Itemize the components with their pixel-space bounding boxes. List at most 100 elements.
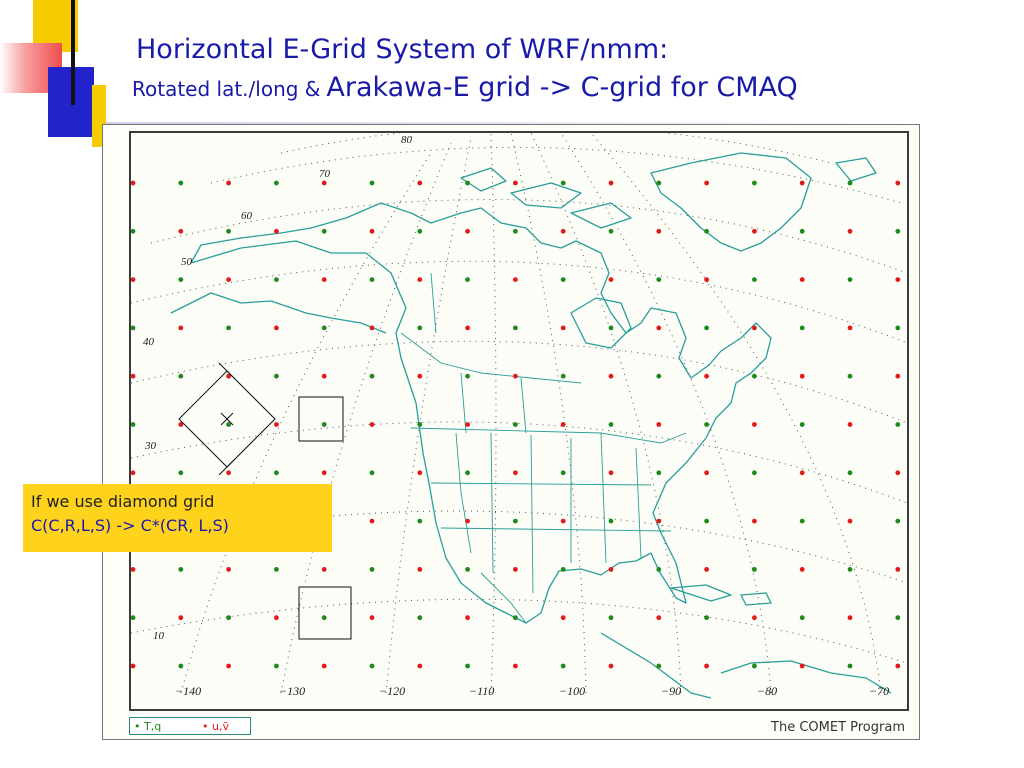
wind-grid-point [608,277,614,282]
mass-grid-point [799,615,805,621]
mass-grid-point [560,277,566,282]
wind-grid-point [131,277,136,282]
mass-grid-point [895,518,901,524]
wind-grid-point [274,422,279,427]
wind-grid-point [799,180,805,186]
mass-grid-point [799,422,805,427]
state-line-1 [455,432,472,554]
wind-grid-point [704,277,709,282]
wind-grid-point [799,277,805,282]
wind-grid-point [321,470,327,476]
wind-grid-point [560,325,566,331]
wind-grid-point [895,567,901,572]
parallel-10 [131,598,907,664]
longitude-label: −140 [175,684,201,698]
wind-grid-point [417,180,423,186]
wind-grid-point [608,663,614,669]
wind-grid-point [847,615,853,621]
wind-grid-point [417,373,423,379]
diamond-tick-top [218,362,236,380]
wind-grid-point [513,470,518,476]
state-line-3 [530,434,534,594]
mass-grid-point [608,228,614,234]
wind-point-marker: • [202,720,209,733]
wind-grid-point [513,180,518,186]
mass-grid-point [656,180,662,186]
title-line-1: Horizontal E-Grid System of WRF/nmm: [136,34,669,65]
north-america-coastline [190,202,772,624]
mass-grid-point [513,228,518,234]
wind-grid-point [656,325,662,331]
wind-grid-point [560,422,566,427]
wind-grid-point [895,180,901,186]
mass-point-label: T,q [144,720,162,733]
alaska-coastline [170,292,387,334]
mass-grid-point [369,567,375,572]
mass-grid-point [178,180,184,186]
wind-grid-point [608,567,614,572]
mass-grid-point [465,277,470,282]
latitude-label: 40 [143,336,155,348]
greenland-coastline [650,152,812,252]
mass-grid-point [131,228,136,234]
mass-grid-point [608,518,614,524]
wind-grid-point [560,518,566,524]
wind-grid-point [656,422,662,427]
grid-map-figure: 8070605040302010 −140−130−120−110−100−90… [102,124,920,740]
mass-grid-point [847,277,853,282]
hudson-bay [570,297,632,349]
title-line-2-large: Arakawa-E grid -> C-grid for CMAQ [326,72,798,103]
mass-grid-point [178,373,184,379]
wind-grid-point [178,325,184,331]
wind-grid-point [704,470,709,476]
mass-grid-point [274,567,279,572]
province-line-2 [460,372,467,434]
mass-grid-point [895,228,901,234]
mass-grid-point [799,518,805,524]
mass-grid-point [656,470,662,476]
territory-line [430,272,437,334]
mass-grid-point [226,228,231,234]
mass-grid-point [417,325,423,331]
mass-grid-point [226,422,231,427]
state-line-7 [600,432,607,564]
wind-grid-point [847,228,853,234]
us-canada-border [410,427,687,444]
wind-grid-point [704,567,709,572]
wind-grid-point [895,373,901,379]
wind-grid-point [321,277,327,282]
parallel-60 [150,199,907,274]
mass-grid-point [608,422,614,427]
map-panel: 8070605040302010 −140−130−120−110−100−90… [129,131,909,711]
wind-grid-point [369,228,375,234]
mass-grid-point [752,277,757,282]
mass-grid-point [513,518,518,524]
mass-grid-point [847,373,853,379]
wind-grid-point [131,663,136,669]
mass-grid-point [560,180,566,186]
wind-grid-point [752,422,757,427]
mass-grid-point [752,663,757,669]
mass-grid-point [274,277,279,282]
meridian-100 [510,133,587,694]
wind-grid-point [417,567,423,572]
province-line-1 [400,332,582,384]
mass-grid-point [369,277,375,282]
wind-grid-point [752,325,757,331]
longitude-label: −90 [661,684,681,698]
wind-grid-point [131,470,136,476]
meridian-90 [530,133,682,694]
mass-grid-point [513,615,518,621]
arctic-island-1 [510,182,582,209]
mass-grid-point [321,325,327,331]
mass-grid-point [465,180,470,186]
deco-horizontal-line [106,122,926,124]
wind-grid-point [321,663,327,669]
wind-grid-point [178,422,184,427]
parallel-70 [210,146,902,204]
wind-grid-point [847,325,853,331]
wind-grid-point [608,373,614,379]
political-boundaries [400,272,687,624]
wind-grid-point [369,615,375,621]
meridian-80 [560,133,772,694]
